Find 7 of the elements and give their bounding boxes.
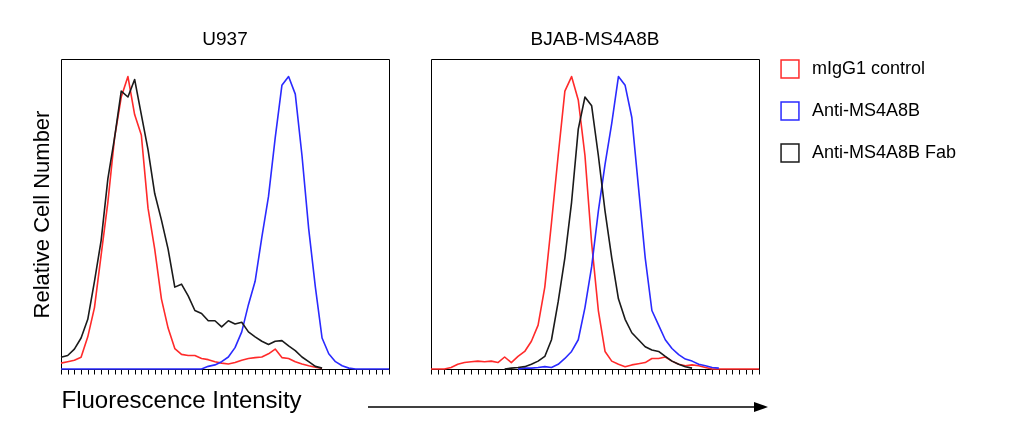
legend-label: Anti-MS4A8B Fab [812, 142, 957, 162]
legend-label: Anti-MS4A8B [812, 100, 921, 120]
y-axis-title: Relative Cell Number [28, 110, 54, 319]
chart-title: BJAB-MS4A8B [530, 28, 660, 49]
chart-title: U937 [202, 28, 248, 49]
legend-label: mIgG1 control [812, 58, 926, 78]
x-axis-title: Fluorescence Intensity [61, 386, 302, 413]
